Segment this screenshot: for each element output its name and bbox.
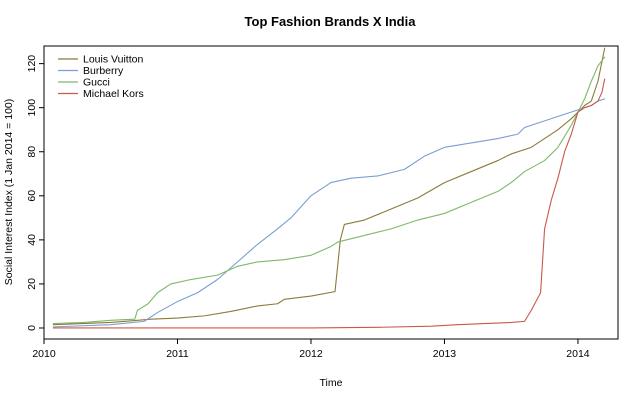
- x-tick-label: 2013: [433, 348, 457, 360]
- series-line-louis-vuitton: [52, 47, 606, 326]
- y-tick-label: 20: [26, 278, 38, 290]
- y-tick-label: 100: [26, 99, 38, 117]
- x-tick-label: 2010: [32, 348, 56, 360]
- x-tick-label: 2011: [166, 348, 189, 360]
- y-tick-label: 0: [26, 325, 38, 331]
- series-line-burberry: [52, 98, 606, 328]
- y-axis: 0 20 40 60 80 100 120: [26, 55, 45, 331]
- series-line-gucci: [52, 56, 606, 325]
- series-layer: [52, 47, 606, 329]
- legend-label: Louis Vuitton: [83, 54, 143, 66]
- chart-title: Top Fashion Brands X India: [245, 14, 417, 29]
- legend-label: Burberry: [83, 65, 124, 77]
- y-tick-label: 80: [26, 146, 38, 158]
- legend-label: Michael Kors: [83, 88, 144, 100]
- x-axis-label: Time: [320, 377, 343, 389]
- x-axis: 2010 2011 2012 2013 2014: [32, 338, 590, 360]
- x-tick-label: 2014: [566, 348, 590, 360]
- y-tick-label: 60: [26, 190, 38, 202]
- y-tick-label: 40: [26, 234, 38, 246]
- y-tick-label: 120: [26, 55, 38, 73]
- series-line-michael-kors: [52, 78, 606, 329]
- legend-label: Gucci: [83, 77, 110, 89]
- x-tick-label: 2012: [299, 348, 323, 360]
- y-axis-label: Social Interest Index (1 Jan 2014 = 100): [3, 99, 15, 286]
